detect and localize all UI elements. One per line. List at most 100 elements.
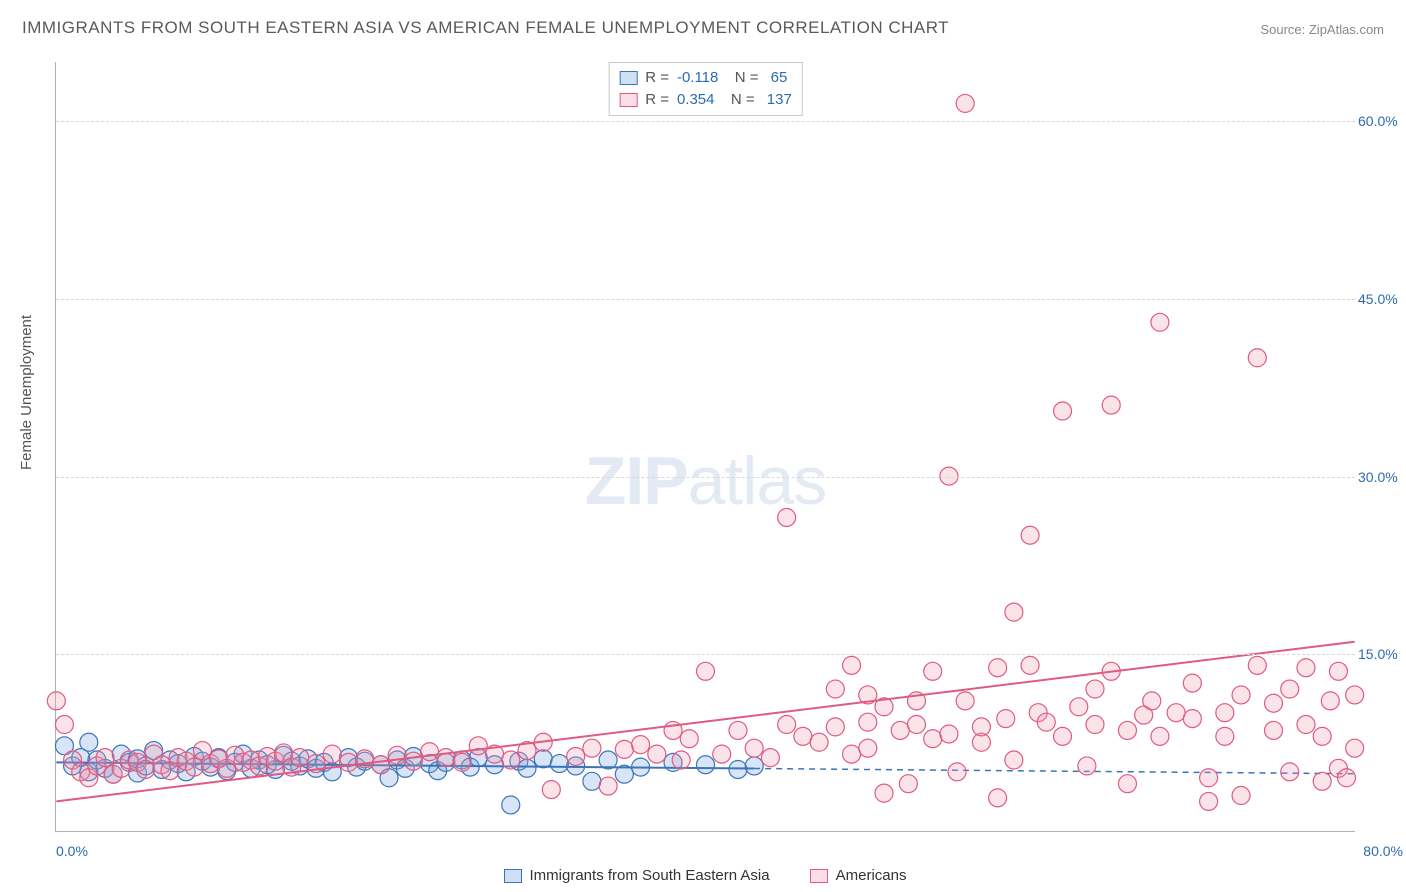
- data-point: [1118, 775, 1136, 793]
- data-point: [972, 718, 990, 736]
- data-point: [907, 716, 925, 734]
- data-point: [1329, 662, 1347, 680]
- data-point: [745, 757, 763, 775]
- data-point: [615, 740, 633, 758]
- gridline: [56, 299, 1355, 300]
- y-tick-label: 45.0%: [1358, 291, 1403, 307]
- chart-title: IMMIGRANTS FROM SOUTH EASTERN ASIA VS AM…: [22, 18, 949, 38]
- data-point: [1265, 721, 1283, 739]
- data-point: [1183, 674, 1201, 692]
- data-point: [1265, 694, 1283, 712]
- data-point: [583, 739, 601, 757]
- data-point: [1005, 751, 1023, 769]
- data-point: [1078, 757, 1096, 775]
- data-point: [989, 659, 1007, 677]
- data-point: [599, 777, 617, 795]
- data-point: [859, 739, 877, 757]
- gridline: [56, 654, 1355, 655]
- data-point: [542, 781, 560, 799]
- data-point: [956, 692, 974, 710]
- data-point: [1297, 716, 1315, 734]
- data-point: [1054, 402, 1072, 420]
- y-tick-label: 60.0%: [1358, 113, 1403, 129]
- data-point: [1216, 727, 1234, 745]
- data-point: [729, 721, 747, 739]
- legend-item: Americans: [810, 867, 907, 884]
- data-point: [843, 656, 861, 674]
- legend-item: Immigrants from South Eastern Asia: [504, 867, 770, 884]
- data-point: [713, 745, 731, 763]
- data-point: [437, 749, 455, 767]
- data-point: [632, 736, 650, 754]
- data-point: [1151, 727, 1169, 745]
- data-point: [891, 721, 909, 739]
- data-point: [924, 662, 942, 680]
- data-point: [55, 716, 73, 734]
- data-point: [469, 737, 487, 755]
- plot-area: ZIPatlas R = -0.118 N = 65R = 0.354 N = …: [55, 62, 1355, 832]
- data-point: [291, 749, 309, 767]
- data-point: [388, 746, 406, 764]
- y-tick-label: 15.0%: [1358, 646, 1403, 662]
- legend-row: R = -0.118 N = 65: [619, 67, 792, 89]
- data-point: [1183, 710, 1201, 728]
- legend-row: R = 0.354 N = 137: [619, 89, 792, 111]
- gridline: [56, 121, 1355, 122]
- data-point: [940, 725, 958, 743]
- data-point: [1346, 739, 1364, 757]
- data-point: [778, 716, 796, 734]
- series-legend: Immigrants from South Eastern Asia Americ…: [55, 867, 1355, 884]
- y-axis-label: Female Unemployment: [18, 315, 35, 470]
- source-label: Source: ZipAtlas.com: [1260, 22, 1384, 37]
- data-point: [1118, 721, 1136, 739]
- data-point: [583, 772, 601, 790]
- data-point: [404, 752, 422, 770]
- data-point: [1321, 692, 1339, 710]
- data-point: [1338, 769, 1356, 787]
- data-point: [1167, 704, 1185, 722]
- data-point: [47, 692, 65, 710]
- data-point: [1070, 698, 1088, 716]
- chart-container: Female Unemployment ZIPatlas R = -0.118 …: [0, 50, 1406, 892]
- data-point: [1216, 704, 1234, 722]
- data-point: [1143, 692, 1161, 710]
- data-point: [534, 750, 552, 768]
- data-point: [323, 745, 341, 763]
- data-point: [339, 753, 357, 771]
- data-point: [843, 745, 861, 763]
- data-point: [1313, 727, 1331, 745]
- data-point: [502, 751, 520, 769]
- data-point: [875, 784, 893, 802]
- data-point: [826, 680, 844, 698]
- data-point: [1021, 526, 1039, 544]
- data-point: [1248, 349, 1266, 367]
- data-point: [810, 733, 828, 751]
- data-point: [453, 753, 471, 771]
- data-point: [1005, 603, 1023, 621]
- data-point: [185, 758, 203, 776]
- data-point: [1297, 659, 1315, 677]
- data-point: [859, 713, 877, 731]
- data-point: [672, 751, 690, 769]
- data-point: [1232, 686, 1250, 704]
- data-point: [989, 789, 1007, 807]
- data-point: [1102, 396, 1120, 414]
- data-point: [948, 763, 966, 781]
- data-point: [1037, 713, 1055, 731]
- data-point: [1086, 716, 1104, 734]
- data-point: [1200, 769, 1218, 787]
- data-point: [1054, 727, 1072, 745]
- data-point: [1200, 792, 1218, 810]
- data-point: [745, 739, 763, 757]
- data-point: [1281, 680, 1299, 698]
- x-tick-min: 0.0%: [56, 843, 88, 859]
- data-point: [778, 508, 796, 526]
- correlation-legend: R = -0.118 N = 65R = 0.354 N = 137: [608, 62, 803, 116]
- data-point: [1086, 680, 1104, 698]
- x-tick-max: 80.0%: [1363, 843, 1403, 859]
- data-point: [372, 756, 390, 774]
- data-point: [697, 662, 715, 680]
- data-point: [1313, 772, 1331, 790]
- data-point: [80, 733, 98, 751]
- data-point: [1346, 686, 1364, 704]
